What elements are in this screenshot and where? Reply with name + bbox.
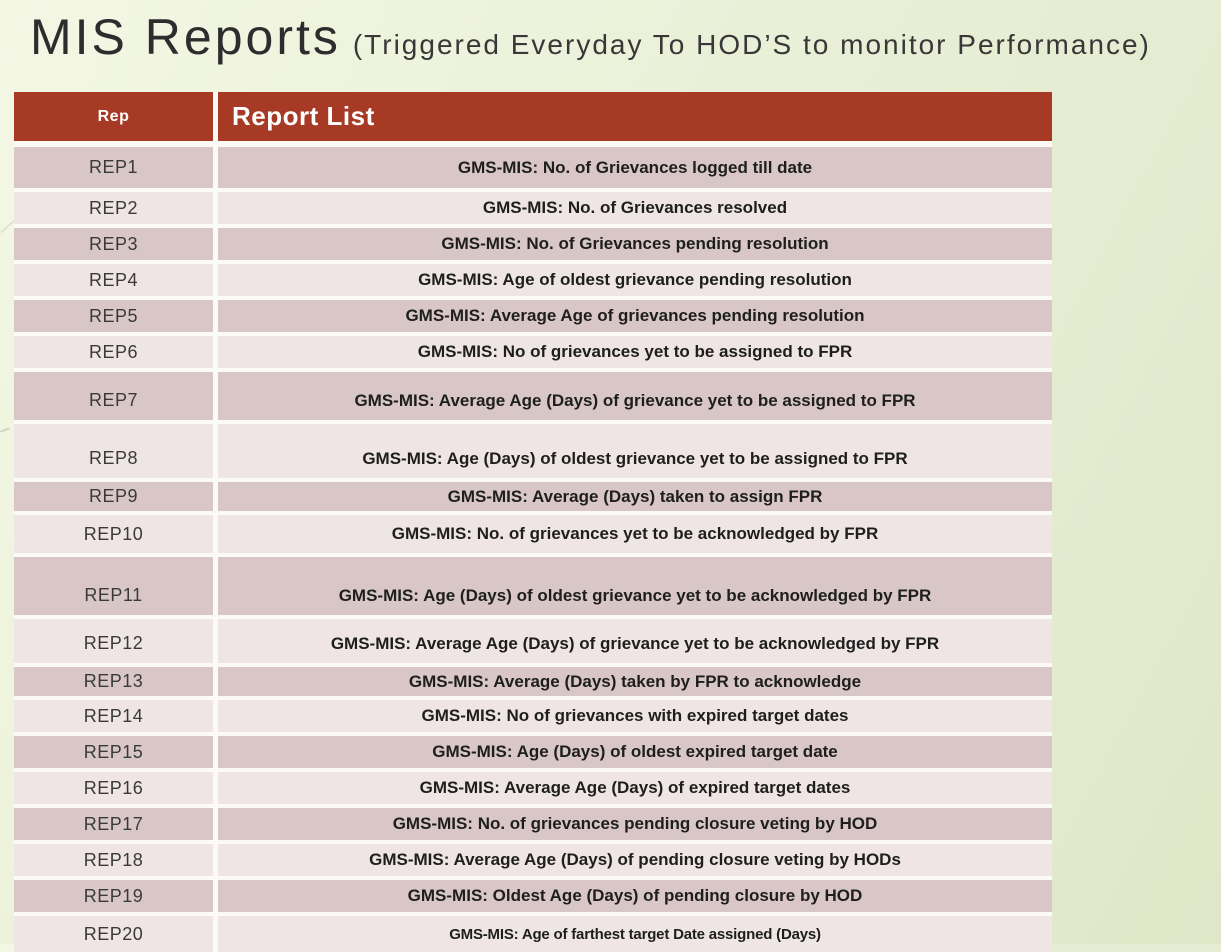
background-artifact-dash <box>0 427 11 433</box>
report-name-cell: GMS-MIS: Average (Days) taken to assign … <box>218 482 1052 511</box>
report-id-cell: REP2 <box>14 192 213 224</box>
report-id-cell: REP8 <box>14 424 213 478</box>
report-id-cell: REP17 <box>14 808 213 840</box>
report-id-cell: REP5 <box>14 300 213 332</box>
table-row: REP5 GMS-MIS: Average Age of grievances … <box>14 300 1052 332</box>
table-row: REP8 GMS-MIS: Age (Days) of oldest griev… <box>14 424 1052 478</box>
report-id-cell: REP20 <box>14 916 213 952</box>
table-row: REP7 GMS-MIS: Average Age (Days) of grie… <box>14 372 1052 420</box>
report-name-cell: GMS-MIS: Average Age (Days) of pending c… <box>218 844 1052 876</box>
table-row: REP12 GMS-MIS: Average Age (Days) of gri… <box>14 619 1052 663</box>
table-row: REP15 GMS-MIS: Age (Days) of oldest expi… <box>14 736 1052 768</box>
table-row: REP17 GMS-MIS: No. of grievances pending… <box>14 808 1052 840</box>
report-name-cell: GMS-MIS: Average Age (Days) of expired t… <box>218 772 1052 804</box>
report-name-cell: GMS-MIS: Age (Days) of oldest grievance … <box>218 424 1052 478</box>
report-name-cell: GMS-MIS: Age (Days) of oldest grievance … <box>218 557 1052 615</box>
report-id-cell: REP6 <box>14 336 213 368</box>
table-row: REP6 GMS-MIS: No of grievances yet to be… <box>14 336 1052 368</box>
table-row: REP4 GMS-MIS: Age of oldest grievance pe… <box>14 264 1052 296</box>
report-name-cell: GMS-MIS: No. of grievances pending closu… <box>218 808 1052 840</box>
report-name-cell: GMS-MIS: Average (Days) taken by FPR to … <box>218 667 1052 696</box>
table-row: REP10 GMS-MIS: No. of grievances yet to … <box>14 515 1052 553</box>
report-name-cell: GMS-MIS: Oldest Age (Days) of pending cl… <box>218 880 1052 912</box>
report-name-cell: GMS-MIS: No. of grievances yet to be ack… <box>218 515 1052 553</box>
report-id-cell: REP18 <box>14 844 213 876</box>
table-header-row: Rep Report List <box>14 92 1052 141</box>
report-id-cell: REP14 <box>14 700 213 732</box>
report-name-cell: GMS-MIS: No. of Grievances pending resol… <box>218 228 1052 260</box>
table-row: REP2 GMS-MIS: No. of Grievances resolved <box>14 192 1052 224</box>
report-name-cell: GMS-MIS: No. of Grievances logged till d… <box>218 147 1052 188</box>
report-id-cell: REP1 <box>14 147 213 188</box>
column-header-report-list: Report List <box>218 92 1052 141</box>
report-id-cell: REP13 <box>14 667 213 696</box>
column-header-rep: Rep <box>14 92 213 141</box>
report-id-cell: REP7 <box>14 372 213 420</box>
table-row: REP14 GMS-MIS: No of grievances with exp… <box>14 700 1052 732</box>
report-name-cell: GMS-MIS: Average Age (Days) of grievance… <box>218 619 1052 663</box>
report-id-cell: REP15 <box>14 736 213 768</box>
report-name-cell: GMS-MIS: Average Age (Days) of grievance… <box>218 372 1052 420</box>
report-name-cell: GMS-MIS: No of grievances yet to be assi… <box>218 336 1052 368</box>
table-row: REP9 GMS-MIS: Average (Days) taken to as… <box>14 482 1052 511</box>
report-id-cell: REP16 <box>14 772 213 804</box>
report-name-cell: GMS-MIS: Age of oldest grievance pending… <box>218 264 1052 296</box>
report-name-cell: GMS-MIS: Age of farthest target Date ass… <box>218 916 1052 952</box>
table-row: REP19 GMS-MIS: Oldest Age (Days) of pend… <box>14 880 1052 912</box>
report-id-cell: REP3 <box>14 228 213 260</box>
report-table: Rep Report List REP1 GMS-MIS: No. of Gri… <box>14 92 1052 952</box>
table-row: REP13 GMS-MIS: Average (Days) taken by F… <box>14 667 1052 696</box>
report-name-cell: GMS-MIS: No. of Grievances resolved <box>218 192 1052 224</box>
table-body: REP1 GMS-MIS: No. of Grievances logged t… <box>14 147 1052 952</box>
title-text: MIS Reports <box>30 9 341 65</box>
report-name-cell: GMS-MIS: Age (Days) of oldest expired ta… <box>218 736 1052 768</box>
table-row: REP1 GMS-MIS: No. of Grievances logged t… <box>14 147 1052 188</box>
table-row: REP16 GMS-MIS: Average Age (Days) of exp… <box>14 772 1052 804</box>
report-id-cell: REP9 <box>14 482 213 511</box>
table-row: REP20 GMS-MIS: Age of farthest target Da… <box>14 916 1052 952</box>
table-row: REP11 GMS-MIS: Age (Days) of oldest grie… <box>14 557 1052 615</box>
title-subtitle: (Triggered Everyday To HOD’S to monitor … <box>352 29 1151 60</box>
report-name-cell: GMS-MIS: No of grievances with expired t… <box>218 700 1052 732</box>
report-id-cell: REP4 <box>14 264 213 296</box>
report-id-cell: REP12 <box>14 619 213 663</box>
table-row: REP18 GMS-MIS: Average Age (Days) of pen… <box>14 844 1052 876</box>
report-id-cell: REP10 <box>14 515 213 553</box>
table-row: REP3 GMS-MIS: No. of Grievances pending … <box>14 228 1052 260</box>
page-title: MIS Reports (Triggered Everyday To HOD’S… <box>30 8 1211 66</box>
report-id-cell: REP19 <box>14 880 213 912</box>
report-id-cell: REP11 <box>14 557 213 615</box>
report-name-cell: GMS-MIS: Average Age of grievances pendi… <box>218 300 1052 332</box>
